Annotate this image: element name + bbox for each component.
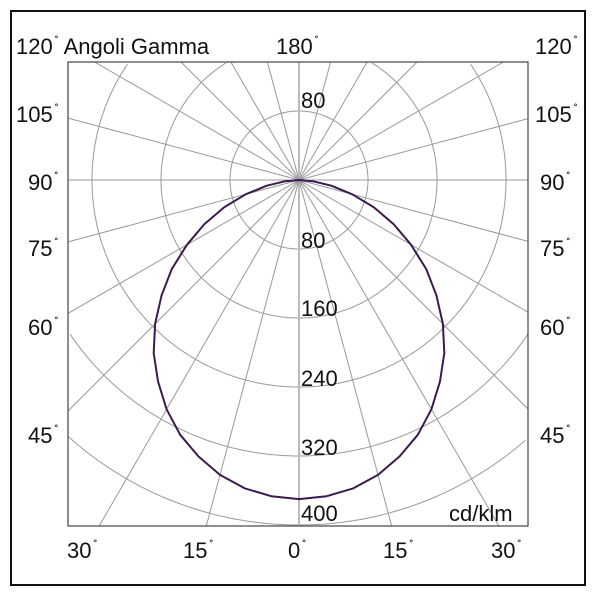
radial-tick-label: 160 bbox=[301, 298, 338, 320]
grid-spoke bbox=[94, 62, 300, 181]
label-text: 120 bbox=[535, 34, 572, 59]
angle-label: 120 bbox=[16, 34, 53, 59]
angle-label-bottom: 15 ˚ bbox=[383, 538, 414, 563]
angle-label-left: 45 ˚ bbox=[28, 423, 59, 448]
label-text: 30 bbox=[491, 538, 516, 563]
title-row: 120 ˚ Angoli Gamma bbox=[16, 34, 210, 59]
unit-label: cd/klm bbox=[449, 501, 513, 526]
label-text: 60 bbox=[540, 315, 565, 340]
grid-circle bbox=[91, 63, 507, 388]
angle-label-right: 75 ˚ bbox=[540, 236, 571, 261]
label-text: 15 bbox=[183, 538, 208, 563]
grid-spoke bbox=[68, 179, 300, 314]
label-text: 45 bbox=[28, 423, 53, 448]
label-text: 105 bbox=[16, 102, 53, 127]
label-text: 45 bbox=[540, 423, 565, 448]
label-text: 15 bbox=[383, 538, 408, 563]
angle-label-left: 105 ˚ bbox=[16, 102, 59, 127]
angle-label-bottom: 30 ˚ bbox=[67, 538, 98, 563]
grid-spoke bbox=[298, 62, 368, 181]
grid-spoke bbox=[298, 179, 393, 526]
grid-spoke bbox=[298, 118, 528, 181]
radial-tick-label: 80 bbox=[301, 230, 325, 252]
radial-tick-upper: 80 bbox=[301, 88, 326, 113]
degree-symbol: ˚ bbox=[54, 170, 59, 184]
center-angle-label: 180 ˚ bbox=[276, 34, 319, 59]
label-text: 160 bbox=[301, 296, 338, 321]
label-text: 105 bbox=[535, 102, 572, 127]
degree-symbol: ˚ bbox=[566, 423, 571, 437]
label-text: 0 bbox=[288, 538, 301, 563]
degree-symbol: ˚ bbox=[566, 170, 571, 184]
grid-spoke bbox=[298, 179, 528, 242]
angle-label-right: 120 ˚ bbox=[535, 34, 578, 59]
grid-spoke bbox=[298, 179, 500, 526]
angle-label-left: 90 ˚ bbox=[28, 170, 59, 195]
label-text: 320 bbox=[301, 435, 338, 460]
radial-tick-label: 320 bbox=[301, 437, 338, 459]
radial-tick-label: 240 bbox=[301, 368, 338, 390]
angle-label-bottom: 15 ˚ bbox=[183, 538, 214, 563]
angle-label-right: 60 ˚ bbox=[540, 315, 571, 340]
grid-spoke bbox=[98, 179, 300, 526]
grid-spoke bbox=[298, 62, 418, 181]
degree-symbol: ˚ bbox=[54, 236, 59, 250]
angle-label-bottom: 0 ˚ bbox=[288, 538, 307, 563]
degree-symbol: ˚ bbox=[93, 538, 98, 552]
chart-frame bbox=[10, 10, 586, 586]
label-text: 30 bbox=[67, 538, 92, 563]
grid-spoke bbox=[298, 62, 504, 181]
grid-spoke bbox=[68, 179, 300, 243]
degree-symbol: ˚ bbox=[302, 538, 307, 552]
grid-circle bbox=[68, 436, 526, 526]
radial-tick-label: 400 bbox=[301, 503, 338, 525]
grid-spoke bbox=[266, 62, 300, 181]
degree-symbol: ˚ bbox=[566, 236, 571, 250]
degree-symbol: ˚ bbox=[573, 102, 578, 116]
angle-label-right: 105 ˚ bbox=[535, 102, 578, 127]
degree-symbol: ˚ bbox=[54, 423, 59, 437]
grid-spoke bbox=[230, 62, 300, 181]
angle-label-left: 60 ˚ bbox=[28, 315, 59, 340]
label-text: 400 bbox=[301, 501, 338, 526]
grid-circle bbox=[69, 334, 528, 457]
label-text: 60 bbox=[28, 315, 53, 340]
degree-symbol: ˚ bbox=[517, 538, 522, 552]
grid-spoke bbox=[68, 179, 300, 412]
angle-label-left: 75 ˚ bbox=[28, 236, 59, 261]
grid-circle bbox=[160, 62, 438, 319]
label-text: 75 bbox=[28, 236, 53, 261]
label-text: 75 bbox=[540, 236, 565, 261]
plot-border bbox=[67, 61, 529, 527]
grid-spoke bbox=[298, 62, 332, 181]
grid-spoke bbox=[180, 62, 300, 181]
grid-spoke bbox=[298, 179, 528, 410]
angle-label-right: 90 ˚ bbox=[540, 170, 571, 195]
grid-spoke bbox=[205, 179, 300, 526]
degree-symbol: ˚ bbox=[566, 315, 571, 329]
label-text: 90 bbox=[28, 170, 53, 195]
degree-symbol: ˚ bbox=[54, 315, 59, 329]
degree-symbol: ˚ bbox=[409, 538, 414, 552]
chart-title: Angoli Gamma bbox=[63, 34, 210, 59]
grid-spoke bbox=[68, 117, 300, 181]
angle-label-right: 45 ˚ bbox=[540, 423, 571, 448]
label-text: 240 bbox=[301, 366, 338, 391]
degree-symbol: ˚ bbox=[54, 102, 59, 116]
label-text: 90 bbox=[540, 170, 565, 195]
degree-symbol: ˚ bbox=[573, 34, 578, 48]
degree-symbol: ˚ bbox=[209, 538, 214, 552]
grid-spoke bbox=[298, 179, 528, 313]
label-text: 80 bbox=[301, 228, 326, 253]
angle-label-bottom: 30 ˚ bbox=[491, 538, 522, 563]
